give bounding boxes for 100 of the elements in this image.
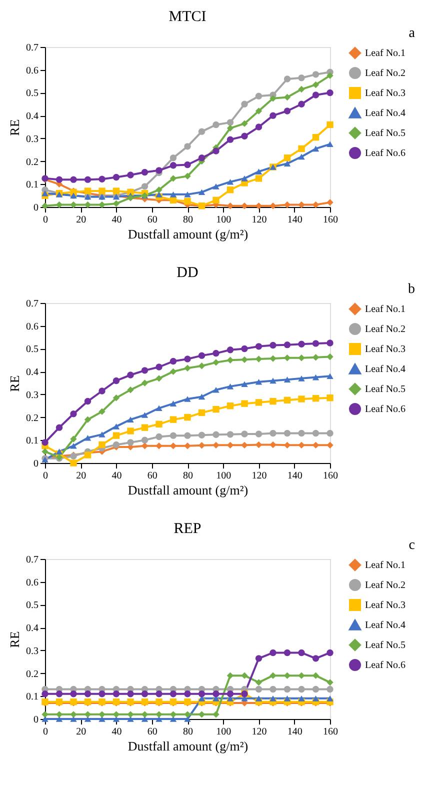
x-tick-label: 140 — [287, 214, 302, 226]
point — [170, 716, 177, 722]
point — [156, 364, 162, 370]
point — [212, 350, 220, 357]
point — [226, 690, 234, 698]
point — [312, 430, 320, 437]
text: c — [408, 538, 415, 553]
point — [98, 441, 106, 448]
point — [226, 442, 234, 449]
x-tick-label: 160 — [323, 470, 338, 482]
legend-label: Leaf No.4 — [365, 108, 406, 119]
y-tick-label: 0 — [34, 714, 38, 726]
point — [212, 406, 220, 413]
point — [56, 201, 63, 208]
y-tick-label: 0.7 — [26, 554, 38, 566]
point — [184, 364, 191, 372]
legend-label: Leaf No.3 — [365, 88, 406, 99]
point — [141, 716, 148, 722]
x-tick-label: 80 — [183, 470, 193, 482]
point — [226, 136, 234, 143]
point — [326, 121, 334, 128]
point — [70, 410, 77, 418]
point — [326, 394, 334, 402]
point — [156, 711, 162, 718]
point — [284, 354, 291, 362]
point — [156, 433, 162, 440]
point — [284, 442, 291, 449]
point — [298, 672, 305, 679]
point — [184, 198, 191, 205]
point — [170, 400, 177, 406]
point — [184, 711, 191, 718]
x-tick-label: 0 — [43, 470, 48, 482]
point — [298, 74, 305, 82]
point — [198, 690, 206, 698]
point — [127, 372, 134, 378]
text: b — [408, 282, 415, 297]
point — [127, 172, 134, 178]
point — [284, 94, 291, 101]
point — [270, 441, 276, 448]
point — [326, 696, 334, 702]
point — [241, 345, 248, 352]
point — [84, 416, 92, 423]
legend-label: Leaf No.2 — [365, 324, 406, 335]
point — [270, 95, 276, 102]
point — [184, 356, 191, 362]
point — [298, 145, 305, 152]
point — [298, 396, 305, 402]
point — [312, 442, 320, 449]
point — [312, 146, 320, 152]
point — [156, 442, 162, 450]
legend-label: Leaf No.3 — [365, 600, 406, 611]
point — [112, 200, 120, 207]
point — [255, 441, 262, 448]
point — [298, 376, 305, 382]
point — [141, 367, 148, 374]
legend-label: Leaf No.3 — [365, 344, 406, 355]
point — [241, 672, 248, 679]
legend-label: Leaf No.1 — [365, 304, 406, 315]
point — [70, 201, 77, 208]
x-tick-label: 20 — [76, 214, 86, 226]
point — [198, 442, 206, 449]
point — [284, 376, 291, 382]
point — [156, 167, 162, 174]
point — [156, 690, 162, 698]
point — [70, 176, 77, 183]
point — [226, 672, 234, 679]
point — [141, 442, 148, 450]
point — [42, 448, 48, 455]
point — [255, 175, 262, 182]
point — [226, 346, 234, 354]
x-tick-label: 40 — [112, 726, 122, 738]
point — [284, 76, 291, 82]
point — [270, 672, 276, 679]
chart-title: REP — [174, 521, 202, 537]
point — [127, 716, 134, 722]
x-tick-label: 120 — [252, 214, 267, 226]
chart-title: MTCI — [168, 9, 206, 25]
point — [241, 120, 248, 127]
x-tick-label: 0 — [43, 214, 48, 226]
chart-title: DD — [176, 265, 198, 281]
point — [98, 716, 106, 722]
point — [112, 711, 120, 718]
point — [170, 690, 177, 698]
point — [270, 112, 276, 119]
point — [84, 201, 92, 208]
point — [212, 442, 220, 449]
y-tick-label: 0.2 — [26, 412, 38, 424]
legend-label: Leaf No.5 — [365, 384, 406, 395]
point — [284, 430, 291, 437]
point — [184, 161, 191, 168]
point — [112, 690, 120, 698]
point — [212, 386, 220, 393]
point — [298, 649, 305, 656]
point — [284, 686, 291, 693]
point — [112, 174, 120, 181]
y-tick-label: 0.4 — [26, 367, 38, 378]
point — [184, 432, 191, 439]
point — [226, 124, 234, 132]
x-tick-label: 100 — [216, 726, 232, 738]
point — [255, 202, 262, 210]
